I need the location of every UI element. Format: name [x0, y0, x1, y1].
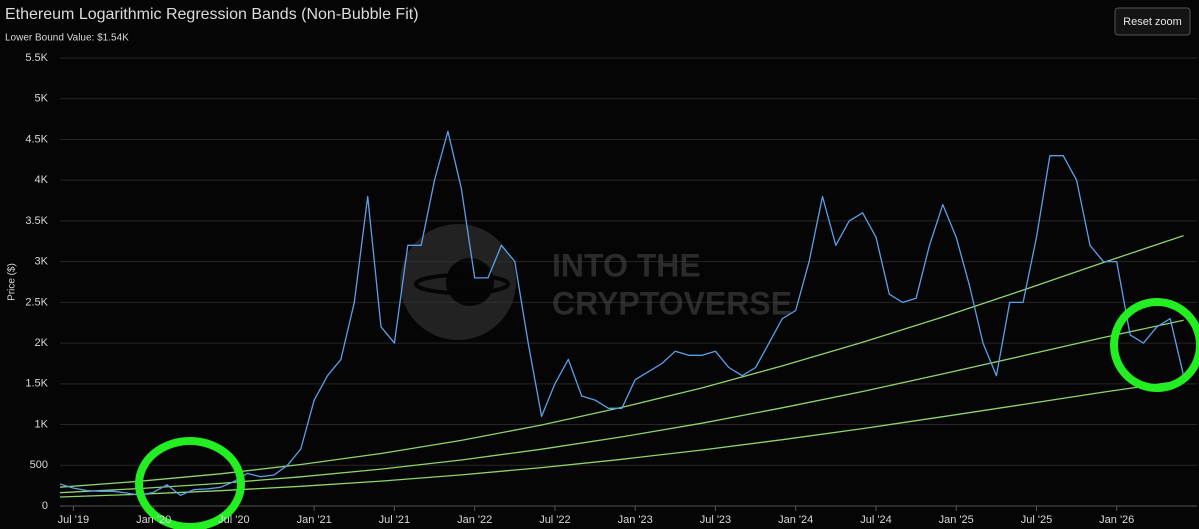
- x-tick-label: Jan '26: [1099, 514, 1134, 526]
- button-frame[interactable]: [1114, 7, 1191, 36]
- y-tick-label: 2K: [35, 337, 49, 349]
- x-tick-label: Jul '21: [379, 514, 410, 526]
- regression-band: [59, 319, 1184, 494]
- x-tick-label: Jan '22: [457, 514, 492, 526]
- y-tick-label: 5K: [35, 93, 49, 105]
- y-tick-label: 4K: [35, 174, 49, 186]
- x-tick-label: Jul '20: [218, 514, 249, 526]
- x-tick-label: Jan '20: [136, 514, 171, 526]
- watermark-text: CRYPTOVERSE: [552, 285, 792, 321]
- watermark-logo: [446, 258, 494, 306]
- watermark-logo: [414, 273, 510, 295]
- x-tick-label: Jul '22: [539, 514, 570, 526]
- y-axis-label: Price ($): [7, 263, 18, 301]
- y-tick-label: 1.5K: [25, 378, 48, 390]
- y-tick-label: 4.5K: [25, 133, 48, 145]
- x-tick-label: Jul '25: [1021, 514, 1052, 526]
- y-tick-label: 3.5K: [25, 215, 48, 227]
- y-tick-label: 5.5K: [25, 52, 48, 64]
- x-tick-label: Jul '24: [860, 514, 891, 526]
- button-label[interactable]: Reset zoom: [1123, 16, 1182, 28]
- x-tick-label: Jan '23: [618, 514, 653, 526]
- plot-area: [59, 130, 1185, 498]
- x-tick-label: Jul '23: [700, 514, 731, 526]
- price-line: [59, 130, 1185, 497]
- watermark: INTO THE CRYPTOVERSE: [400, 224, 792, 340]
- highlight-circle: [135, 437, 245, 529]
- reset-zoom-button[interactable]: Reset zoom: [1114, 7, 1191, 36]
- chart-title: Ethereum Logarithmic Regression Bands (N…: [5, 6, 419, 23]
- chart-subtitle: Lower Bound Value: $1.54K: [5, 33, 129, 44]
- x-tick-label: Jan '25: [939, 514, 974, 526]
- x-tick-label: Jul '19: [58, 514, 89, 526]
- y-tick-label: 500: [30, 459, 48, 471]
- x-tick-label: Jan '24: [778, 514, 813, 526]
- y-tick-label: 1K: [35, 418, 49, 430]
- grid: [60, 57, 1197, 511]
- watermark-text: INTO THE: [552, 247, 701, 283]
- y-tick-label: 2.5K: [25, 296, 48, 308]
- highlight-circle: [1110, 298, 1199, 392]
- x-tick-label: Jan '21: [297, 514, 332, 526]
- y-tick-label: 0: [42, 500, 48, 512]
- y-tick-label: 3K: [35, 256, 49, 268]
- regression-band: [59, 379, 1184, 498]
